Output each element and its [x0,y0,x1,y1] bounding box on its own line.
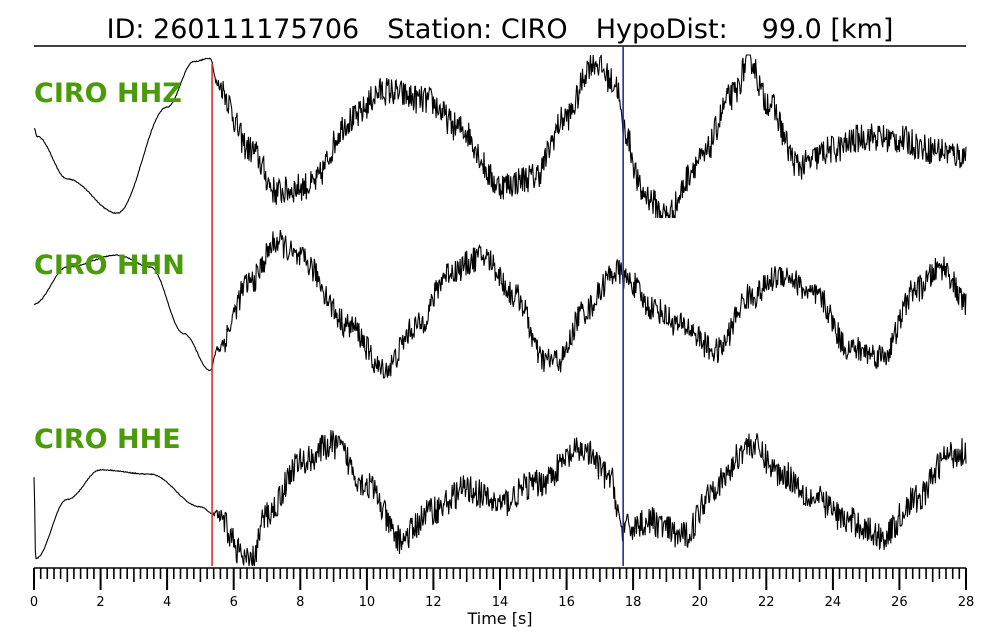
title-station: Station: CIRO [387,14,568,45]
x-axis-ticks: 0 2 4 6 8 10 12 14 16 18 20 22 24 26 28 [30,568,974,610]
pick-lines [211,47,624,566]
x-axis-label: Time [s] [466,609,532,628]
trace-line-2 [33,229,967,379]
x-tick-label: 2 [96,595,104,610]
trace-line-1 [33,54,967,219]
chart-title: ID: 260111175706 Station: CIRO HypoDist: 99… [107,14,894,45]
x-tick-label: 20 [691,595,708,610]
x-tick-label: 16 [558,595,575,610]
x-tick-label: 18 [625,595,642,610]
x-tick-label: 10 [359,595,376,610]
x-tick-label: 22 [758,595,775,610]
x-tick-label: 24 [825,595,842,610]
channel-label-3: CIRO HHE [34,424,181,455]
x-tick-label: 14 [492,595,509,610]
x-tick-label: 6 [230,595,238,610]
x-tick-label: 8 [296,595,304,610]
trace-line-3 [33,430,967,567]
x-tick-label: 12 [425,595,442,610]
title-hypodist-value: 99.0 [km] [762,14,894,45]
channel-labels: CIRO HHZ CIRO HHN CIRO HHE [34,78,185,455]
x-tick-label: 0 [30,595,38,610]
title-hypodist-label: HypoDist: [596,14,728,45]
channel-label-1: CIRO HHZ [34,78,182,109]
channel-label-2: CIRO HHN [34,250,185,281]
x-tick-label: 26 [891,595,908,610]
title-event-id: ID: 260111175706 [107,14,360,45]
trace-group [33,54,967,567]
x-tick-label: 28 [958,595,975,610]
x-tick-label: 4 [163,595,171,610]
